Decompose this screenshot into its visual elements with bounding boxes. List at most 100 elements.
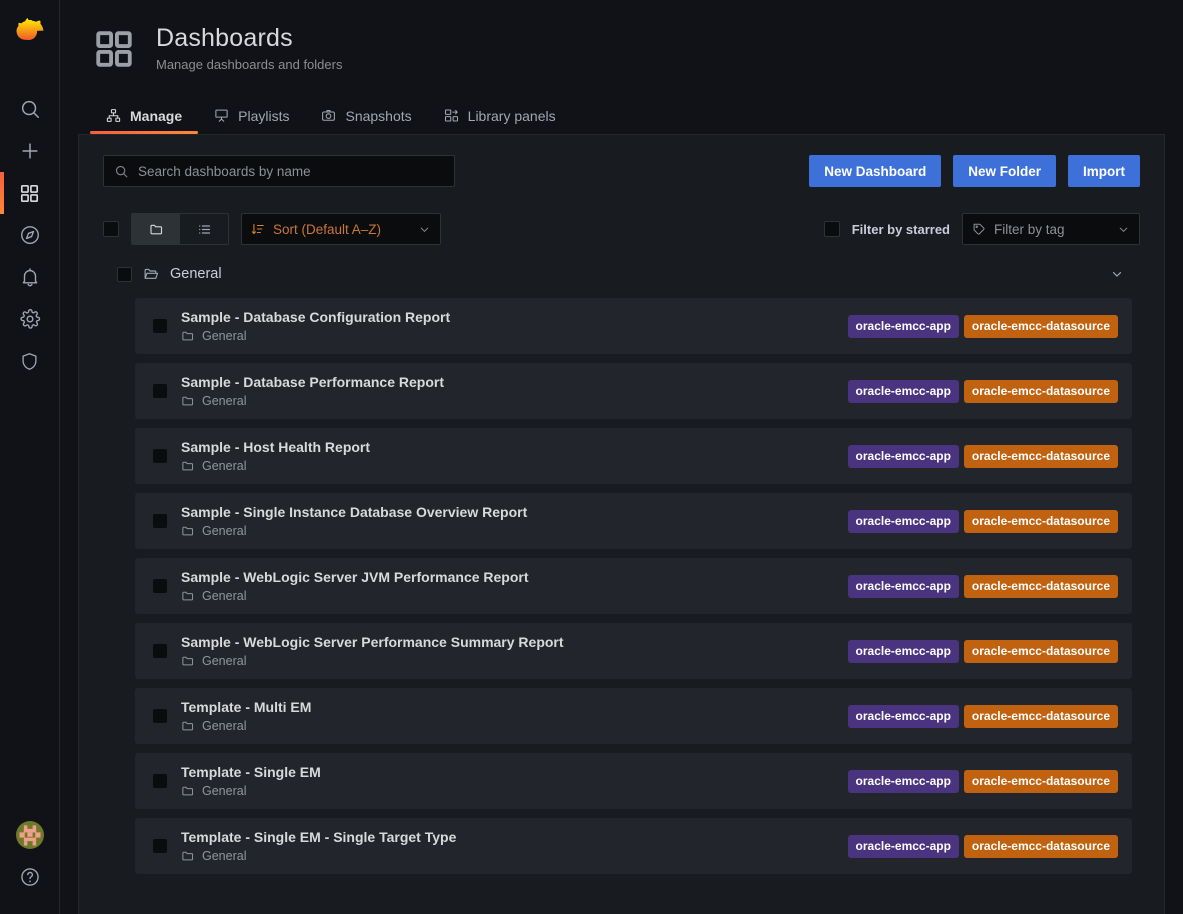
dashboard-row[interactable]: Sample - WebLogic Server JVM Performance…	[135, 558, 1132, 614]
dashboard-row-checkbox[interactable]	[153, 319, 167, 333]
sidebar-item-alerting[interactable]	[0, 256, 59, 298]
dashboard-title: Template - Single EM	[181, 764, 321, 780]
dashboard-row-checkbox[interactable]	[153, 449, 167, 463]
dashboard-row-texts: Sample - Host Health Report General	[181, 439, 370, 473]
avatar	[15, 821, 44, 849]
sidebar-item-server-admin[interactable]	[0, 340, 59, 382]
dashboard-row[interactable]: Template - Single EM General oracle-emcc-a…	[135, 753, 1132, 809]
dashboard-row-checkbox[interactable]	[153, 709, 167, 723]
dashboard-tag[interactable]: oracle-emcc-datasource	[963, 639, 1118, 663]
chevron-down-icon[interactable]	[1110, 267, 1134, 281]
sort-select[interactable]: Sort (Default A–Z)	[241, 213, 441, 245]
dashboards-grid-icon	[20, 184, 39, 202]
dashboard-tags: oracle-emcc-app oracle-emcc-datasource	[847, 639, 1118, 663]
select-all-checkbox[interactable]	[103, 221, 119, 237]
dashboard-title: Sample - Single Instance Database Overvi…	[181, 504, 528, 520]
search-icon	[115, 165, 128, 177]
folder-icon	[182, 591, 194, 601]
tab-playlists[interactable]: Playlists	[198, 108, 305, 134]
sidebar-item-explore[interactable]	[0, 214, 59, 256]
dashboard-folder-name: General	[202, 589, 247, 603]
tab-library-panels[interactable]: Library panels	[428, 108, 572, 134]
dashboard-title: Template - Single EM - Single Target Typ…	[181, 829, 457, 845]
sidebar-item-user[interactable]	[0, 814, 59, 856]
dashboard-row[interactable]: Template - Multi EM General oracle-emcc-ap…	[135, 688, 1132, 744]
compass-icon	[20, 226, 39, 244]
dashboard-tag[interactable]: oracle-emcc-app	[847, 444, 959, 468]
dashboard-row-texts: Template - Multi EM General	[181, 699, 311, 733]
dashboard-row[interactable]: Template - Single EM - Single Target Typ…	[135, 818, 1132, 874]
dashboard-folder: General	[181, 654, 564, 668]
dashboard-tag[interactable]: oracle-emcc-datasource	[963, 834, 1118, 858]
search-input[interactable]: Search dashboards by name	[103, 155, 456, 187]
dashboard-folder-name: General	[202, 849, 247, 863]
dashboard-row[interactable]: Sample - WebLogic Server Performance Sum…	[135, 623, 1132, 679]
dashboard-row-checkbox[interactable]	[153, 514, 167, 528]
dashboard-tag[interactable]: oracle-emcc-datasource	[963, 509, 1118, 533]
dashboard-tag[interactable]: oracle-emcc-app	[847, 314, 959, 338]
dashboard-tag[interactable]: oracle-emcc-app	[847, 509, 959, 533]
dashboard-row[interactable]: Sample - Host Health Report General oracle…	[135, 428, 1132, 484]
import-button[interactable]: Import	[1068, 155, 1141, 187]
dashboard-tag[interactable]: oracle-emcc-app	[847, 379, 959, 403]
dashboard-row[interactable]: Sample - Database Configuration Report Ge…	[135, 298, 1132, 354]
dashboard-title: Template - Multi EM	[181, 699, 312, 715]
dashboard-tag[interactable]: oracle-emcc-app	[847, 704, 959, 728]
dashboard-tag[interactable]: oracle-emcc-datasource	[963, 574, 1118, 598]
dashboards-panel: Search dashboards by name New Dashboard …	[78, 134, 1165, 914]
page-tabs: Manage Playlists Snapshots	[90, 96, 1183, 134]
folder-icon	[182, 721, 194, 731]
dashboard-folder: General	[181, 589, 529, 603]
folder-icon	[149, 224, 162, 234]
new-dashboard-button[interactable]: New Dashboard	[809, 155, 942, 187]
dashboard-tag[interactable]: oracle-emcc-app	[847, 639, 959, 663]
dashboard-row[interactable]: Sample - Single Instance Database Overvi…	[135, 493, 1132, 549]
dashboard-tag[interactable]: oracle-emcc-app	[847, 769, 959, 793]
dashboard-row[interactable]: Sample - Database Performance Report Gene…	[135, 363, 1132, 419]
dashboard-rows: Sample - Database Configuration Report Ge…	[111, 298, 1140, 874]
grafana-logo-link[interactable]	[0, 0, 59, 66]
dashboard-list: General Sample - Database Configuration …	[103, 259, 1140, 914]
sidebar-item-create[interactable]	[0, 130, 59, 172]
dashboard-tag[interactable]: oracle-emcc-datasource	[963, 379, 1118, 403]
dashboard-row-checkbox[interactable]	[153, 644, 167, 658]
dashboard-tag[interactable]: oracle-emcc-datasource	[963, 769, 1118, 793]
view-folders-button[interactable]	[132, 214, 180, 244]
filter-by-starred-checkbox[interactable]	[823, 221, 840, 237]
sidebar-item-help[interactable]	[0, 856, 59, 898]
folder-header-general[interactable]: General	[111, 259, 1140, 289]
folder-icon	[182, 461, 194, 471]
dashboard-tags: oracle-emcc-app oracle-emcc-datasource	[847, 314, 1118, 338]
dashboard-tag[interactable]: oracle-emcc-datasource	[963, 704, 1118, 728]
sort-amount-down-icon	[251, 223, 264, 235]
sidebar-item-dashboards[interactable]	[0, 172, 59, 214]
dashboard-row-texts: Template - Single EM General	[181, 764, 321, 798]
folder-icon	[182, 851, 194, 861]
tab-snapshots[interactable]: Snapshots	[305, 108, 427, 134]
view-list-button[interactable]	[180, 214, 228, 244]
sidebar-item-search[interactable]	[0, 88, 59, 130]
sidebar-item-configuration[interactable]	[0, 298, 59, 340]
dashboard-tags: oracle-emcc-app oracle-emcc-datasource	[847, 769, 1118, 793]
dashboard-tag[interactable]: oracle-emcc-app	[847, 834, 959, 858]
dashboard-row-checkbox[interactable]	[153, 839, 167, 853]
filter-by-tag-select[interactable]: Filter by tag	[962, 213, 1140, 245]
dashboard-folder: General	[181, 784, 321, 798]
new-folder-button[interactable]: New Folder	[953, 155, 1057, 187]
dashboard-row-checkbox[interactable]	[153, 579, 167, 593]
dashboard-row-checkbox[interactable]	[153, 774, 167, 788]
dashboard-tag[interactable]: oracle-emcc-app	[847, 574, 959, 598]
dashboard-row-texts: Sample - Database Configuration Report Ge…	[181, 309, 450, 343]
dashboard-row-checkbox[interactable]	[153, 384, 167, 398]
dashboard-folder: General	[181, 849, 456, 863]
search-icon	[21, 100, 39, 118]
tab-manage[interactable]: Manage	[90, 108, 199, 134]
main-sidebar	[0, 0, 60, 914]
dashboard-folder-name: General	[202, 524, 247, 538]
dashboard-tag[interactable]: oracle-emcc-datasource	[963, 314, 1118, 338]
folder-checkbox[interactable]	[117, 266, 132, 282]
folder-icon	[182, 396, 194, 406]
dashboard-tag[interactable]: oracle-emcc-datasource	[963, 444, 1118, 468]
dashboard-folder: General	[181, 524, 527, 538]
